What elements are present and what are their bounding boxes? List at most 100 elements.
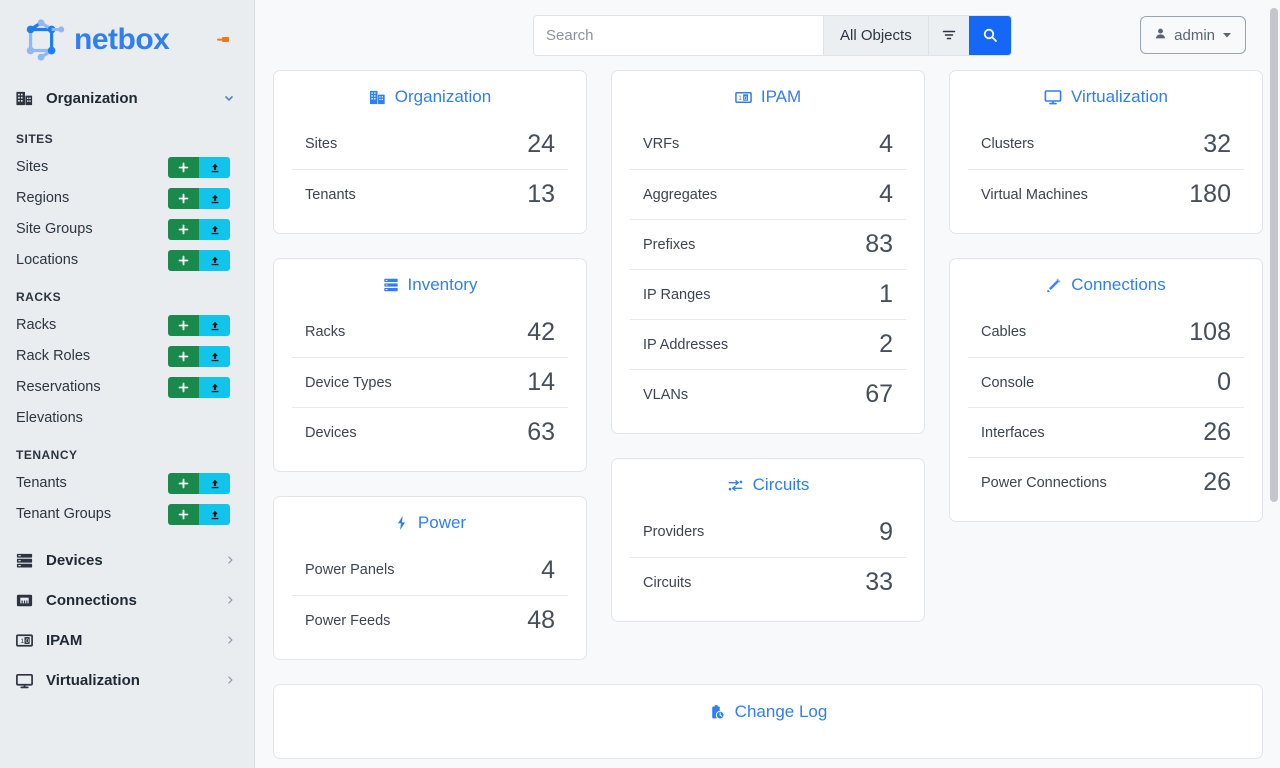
add-reservations-button[interactable]	[168, 377, 199, 398]
chevron-down-icon[interactable]	[222, 91, 236, 105]
sidebar-group-organization[interactable]: Organization	[0, 78, 254, 118]
brand-name: netbox	[74, 23, 170, 56]
search-input[interactable]	[534, 15, 823, 55]
stat-row-providers[interactable]: Providers 9	[630, 507, 906, 557]
search-button[interactable]	[968, 15, 1011, 55]
card-title-ipam[interactable]: 1 0 IPAM	[612, 87, 924, 119]
chevron-right-icon[interactable]	[224, 674, 236, 686]
stat-row-device-types[interactable]: Device Types 14	[292, 357, 568, 407]
stat-value: 14	[527, 368, 555, 396]
sidebar-group-label: Organization	[46, 89, 138, 107]
card-title-changelog[interactable]: Change Log	[274, 702, 1262, 734]
sidebar-group-connections[interactable]: Connections	[0, 580, 254, 620]
card-title-power[interactable]: Power	[274, 513, 586, 545]
sidebar-item-tenant-groups[interactable]: Tenant Groups	[0, 499, 254, 530]
user-menu-button[interactable]: admin	[1140, 16, 1246, 54]
card-title-connections[interactable]: Connections	[950, 275, 1262, 307]
sidebar-group-devices[interactable]: Devices	[0, 540, 254, 580]
chevron-right-icon[interactable]	[224, 554, 236, 566]
card-ipam: 1 0 IPAM VRFs 4 Aggregates 4	[611, 70, 925, 434]
sidebar-group-virtualization[interactable]: Virtualization	[0, 660, 254, 700]
sidebar-actions	[168, 250, 230, 271]
import-rack-roles-button[interactable]	[199, 346, 230, 367]
stat-row-devices[interactable]: Devices 63	[292, 407, 568, 457]
stat-list: VRFs 4 Aggregates 4 Prefixes 83 IP Range…	[612, 119, 924, 419]
stat-row-virtual-machines[interactable]: Virtual Machines 180	[968, 169, 1244, 219]
stat-row-aggregates[interactable]: Aggregates 4	[630, 169, 906, 219]
stat-label: Tenants	[305, 186, 356, 203]
import-locations-button[interactable]	[199, 250, 230, 271]
stat-label: Aggregates	[643, 186, 718, 203]
sidebar-item-rack-roles[interactable]: Rack Roles	[0, 341, 254, 372]
stat-value: 83	[865, 230, 893, 258]
stat-row-vrfs[interactable]: VRFs 4	[630, 119, 906, 169]
stat-row-clusters[interactable]: Clusters 32	[968, 119, 1244, 169]
stat-row-power-panels[interactable]: Power Panels 4	[292, 545, 568, 595]
user-menu-label: admin	[1174, 26, 1215, 44]
sidebar-item-label: Locations	[16, 252, 79, 269]
stat-label: Cables	[981, 324, 1027, 340]
stat-row-ip-addresses[interactable]: IP Addresses 2	[630, 319, 906, 369]
add-racks-button[interactable]	[168, 315, 199, 336]
import-racks-button[interactable]	[199, 315, 230, 336]
add-rack-roles-button[interactable]	[168, 346, 199, 367]
stat-value: 108	[1189, 317, 1231, 346]
stat-row-circuits[interactable]: Circuits 33	[630, 557, 906, 607]
import-reservations-button[interactable]	[199, 377, 230, 398]
pin-icon[interactable]	[216, 32, 232, 48]
stat-row-console[interactable]: Console 0	[968, 357, 1244, 407]
stat-row-sites[interactable]: Sites 24	[292, 119, 568, 169]
add-site-groups-button[interactable]	[168, 219, 199, 240]
page-scrollbar[interactable]	[1270, 8, 1278, 502]
stat-row-power-connections[interactable]: Power Connections 26	[968, 457, 1244, 507]
card-title-inventory[interactable]: Inventory	[274, 275, 586, 307]
add-tenants-button[interactable]	[168, 473, 199, 494]
stat-row-tenants[interactable]: Tenants 13	[292, 169, 568, 219]
add-tenant-groups-button[interactable]	[168, 504, 199, 525]
sidebar-item-label: Tenant Groups	[16, 506, 112, 523]
import-site-groups-button[interactable]	[199, 219, 230, 240]
stat-value: 1	[879, 280, 893, 308]
sidebar-item-reservations[interactable]: Reservations	[0, 372, 254, 403]
sidebar-item-racks[interactable]: Racks	[0, 310, 254, 341]
sidebar-item-sites[interactable]: Sites	[0, 152, 254, 183]
sidebar-item-locations[interactable]: Locations	[0, 245, 254, 276]
chevron-right-icon[interactable]	[224, 594, 236, 606]
stat-row-interfaces[interactable]: Interfaces 26	[968, 407, 1244, 457]
stat-row-power-feeds[interactable]: Power Feeds 48	[292, 595, 568, 645]
brand-header[interactable]: netbox	[0, 0, 254, 78]
object-scope-select[interactable]: All Objects	[823, 15, 928, 55]
import-sites-button[interactable]	[199, 157, 230, 178]
svg-text:0: 0	[744, 95, 747, 101]
import-regions-button[interactable]	[199, 188, 230, 209]
sidebar-item-label: Reservations	[16, 379, 101, 396]
stat-row-cables[interactable]: Cables 108	[968, 307, 1244, 357]
card-title-circuits[interactable]: Circuits	[612, 475, 924, 507]
stat-value: 24	[527, 129, 555, 158]
sidebar-item-site-groups[interactable]: Site Groups	[0, 214, 254, 245]
sidebar-item-regions[interactable]: Regions	[0, 183, 254, 214]
changelog-icon	[709, 704, 726, 721]
main-content: All Objects admin	[255, 0, 1280, 768]
add-regions-button[interactable]	[168, 188, 199, 209]
stat-row-prefixes[interactable]: Prefixes 83	[630, 219, 906, 269]
server-icon	[383, 277, 399, 293]
import-tenant-groups-button[interactable]	[199, 504, 230, 525]
card-title-virtualization[interactable]: Virtualization	[950, 87, 1262, 119]
stat-value: 4	[879, 129, 893, 158]
filter-icon[interactable]	[927, 15, 969, 55]
card-title-label: Connections	[1071, 275, 1166, 294]
card-title-organization[interactable]: Organization	[274, 87, 586, 119]
stat-label: Device Types	[305, 374, 392, 391]
chevron-right-icon[interactable]	[224, 634, 236, 646]
import-tenants-button[interactable]	[199, 473, 230, 494]
stat-row-vlans[interactable]: VLANs 67	[630, 369, 906, 419]
add-locations-button[interactable]	[168, 250, 199, 271]
sidebar-item-tenants[interactable]: Tenants	[0, 468, 254, 499]
sidebar-group-ipam[interactable]: 1 0 IPAM	[0, 620, 254, 660]
stat-label: Virtual Machines	[981, 186, 1088, 203]
sidebar-item-elevations[interactable]: Elevations	[0, 403, 254, 434]
stat-row-ip-ranges[interactable]: IP Ranges 1	[630, 269, 906, 319]
add-sites-button[interactable]	[168, 157, 199, 178]
stat-row-racks[interactable]: Racks 42	[292, 307, 568, 357]
